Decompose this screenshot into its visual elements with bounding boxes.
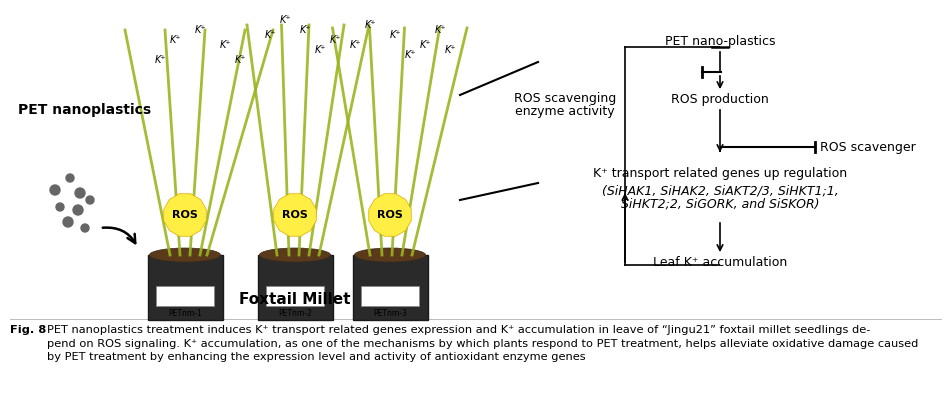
Text: K⁺: K⁺: [444, 45, 456, 55]
Circle shape: [86, 196, 94, 204]
Circle shape: [50, 185, 60, 195]
Text: PET nanoplastics: PET nanoplastics: [18, 103, 151, 117]
Text: enzyme activity: enzyme activity: [515, 105, 614, 118]
Ellipse shape: [260, 248, 331, 262]
Text: K⁺: K⁺: [169, 35, 181, 45]
Text: K⁺: K⁺: [194, 25, 205, 35]
Text: ROS production: ROS production: [671, 94, 768, 107]
Circle shape: [75, 188, 85, 198]
Text: (​SiHAK1​, ​SiHAK2​, ​SiAKT2/3​, ​SiHKT1;1​,: (​SiHAK1​, ​SiHAK2​, ​SiAKT2/3​, ​SiHKT1…: [602, 184, 839, 197]
Text: ROS: ROS: [377, 210, 403, 220]
Circle shape: [73, 205, 83, 215]
Text: K⁺: K⁺: [404, 50, 416, 60]
FancyBboxPatch shape: [266, 286, 324, 306]
Text: PETnm-1: PETnm-1: [168, 309, 202, 318]
Text: ​SiHKT2;2​, ​SiGORK​, and ​SiSKOR​): ​SiHKT2;2​, ​SiGORK​, and ​SiSKOR​): [621, 198, 819, 211]
Text: PET nanoplastics treatment induces K⁺ transport related genes expression and K⁺ : PET nanoplastics treatment induces K⁺ tr…: [47, 325, 919, 362]
Text: K⁺: K⁺: [234, 55, 245, 65]
Text: ROS: ROS: [172, 210, 198, 220]
Text: K⁺: K⁺: [220, 40, 231, 50]
Circle shape: [66, 174, 74, 182]
Text: ROS scavenger: ROS scavenger: [820, 141, 916, 153]
Circle shape: [56, 203, 64, 211]
Text: PETnm-2: PETnm-2: [278, 309, 312, 318]
Text: K⁺: K⁺: [314, 45, 326, 55]
Text: PET nano-plastics: PET nano-plastics: [665, 36, 775, 49]
Text: K⁺: K⁺: [435, 25, 446, 35]
Text: PETnm-3: PETnm-3: [373, 309, 407, 318]
Text: ROS: ROS: [282, 210, 308, 220]
Text: K⁺: K⁺: [419, 40, 431, 50]
Bar: [148, 255, 223, 320]
FancyBboxPatch shape: [361, 286, 419, 306]
Circle shape: [63, 217, 73, 227]
Text: K⁺: K⁺: [300, 25, 311, 35]
Ellipse shape: [149, 248, 221, 262]
Text: K⁺: K⁺: [154, 55, 165, 65]
FancyBboxPatch shape: [156, 286, 214, 306]
Text: Fig. 8: Fig. 8: [10, 325, 47, 335]
Text: K⁺: K⁺: [264, 30, 276, 40]
Text: K⁺: K⁺: [280, 15, 291, 25]
Text: K⁺: K⁺: [329, 35, 340, 45]
Text: Leaf K⁺ accumulation: Leaf K⁺ accumulation: [653, 256, 787, 269]
Text: Foxtail Millet: Foxtail Millet: [240, 292, 351, 307]
Text: K⁺: K⁺: [389, 30, 400, 40]
Text: K⁺: K⁺: [364, 20, 376, 30]
Ellipse shape: [355, 248, 426, 262]
Text: K⁺: K⁺: [349, 40, 360, 50]
Text: ROS scavenging: ROS scavenging: [514, 92, 616, 105]
Bar: [258, 255, 333, 320]
Circle shape: [81, 224, 89, 232]
Text: K⁺ transport related genes up regulation: K⁺ transport related genes up regulation: [592, 167, 847, 180]
Bar: [353, 255, 428, 320]
